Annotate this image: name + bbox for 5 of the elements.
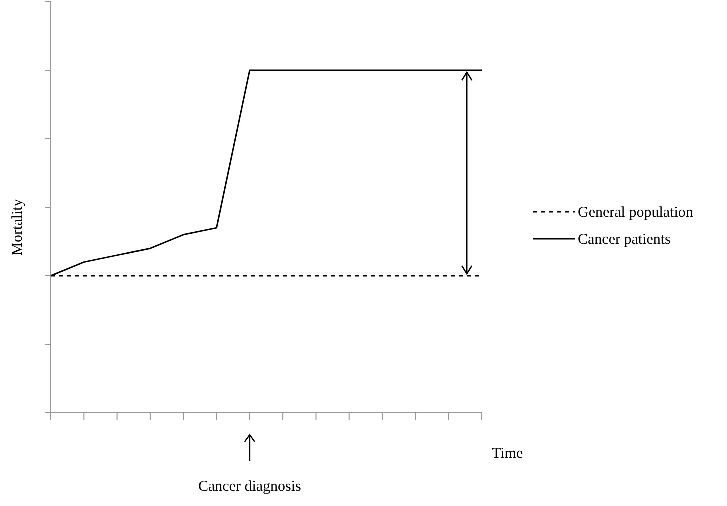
- text: Cancer diagnosis: [198, 479, 302, 495]
- x-axis-title: Time: [492, 446, 524, 462]
- legend-label: General population: [578, 205, 694, 221]
- legend-label: Cancer patients: [578, 232, 672, 248]
- y-axis-title: Mortality: [10, 198, 26, 256]
